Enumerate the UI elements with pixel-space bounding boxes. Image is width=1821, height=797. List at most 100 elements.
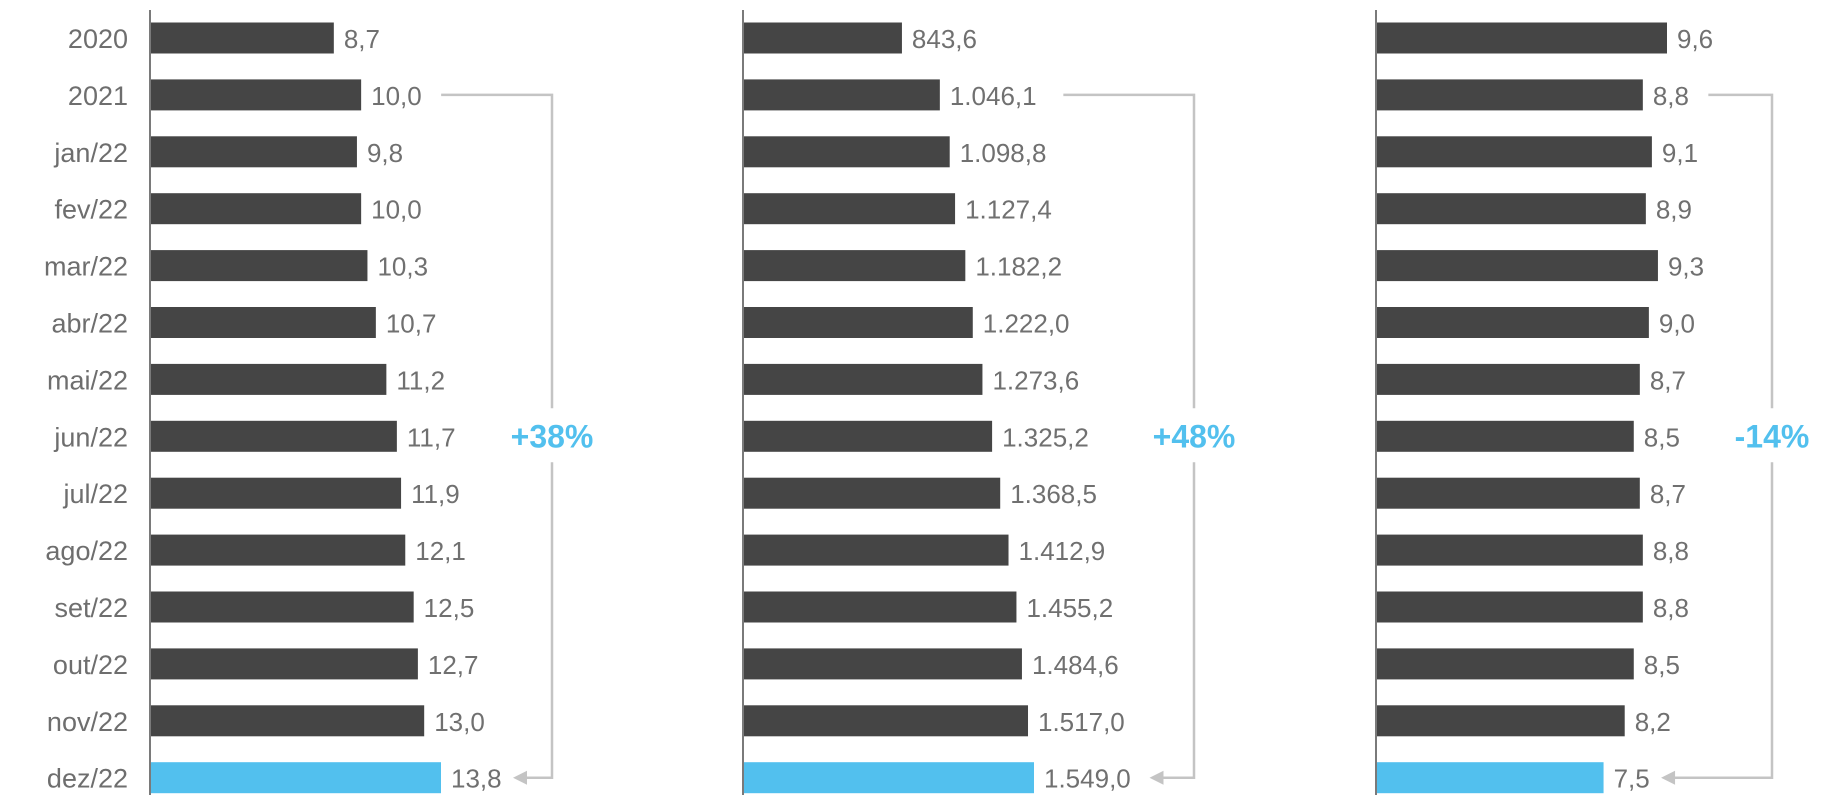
comparison-bracket-top [441, 93, 554, 409]
value-label: 9,1 [1662, 138, 1698, 168]
bar [1377, 420, 1634, 452]
comparison-bracket-bottom [1673, 462, 1774, 779]
value-label: 1.046,1 [950, 81, 1037, 111]
value-label: 11,7 [407, 422, 456, 452]
category-label: 2020 [68, 24, 128, 54]
bar [744, 477, 1001, 509]
bar [1377, 307, 1649, 338]
bar [151, 79, 362, 111]
value-label: 10,0 [371, 81, 422, 111]
value-label: 1.455,2 [1026, 593, 1113, 623]
bar [151, 591, 414, 623]
bar [151, 534, 406, 566]
value-label: 1.222,0 [983, 309, 1070, 339]
value-label: 8,8 [1653, 593, 1689, 623]
bar-highlight [744, 762, 1034, 794]
bar [744, 193, 956, 225]
category-label: jan/22 [53, 138, 128, 168]
bar [744, 136, 950, 168]
comparison-bracket-top [1708, 93, 1774, 409]
value-label: 8,8 [1653, 81, 1689, 111]
comparison-bracket-bottom [1161, 462, 1196, 779]
bar [1377, 193, 1646, 225]
change-label: +48% [1153, 418, 1236, 454]
bar [1377, 79, 1643, 111]
value-label: 1.127,4 [965, 195, 1052, 225]
bar [744, 648, 1022, 680]
bar [1377, 22, 1667, 54]
value-label: 10,0 [371, 195, 422, 225]
bar [744, 307, 973, 338]
value-label: 9,8 [367, 138, 403, 168]
arrow-left-icon [1661, 770, 1676, 785]
category-label: fev/22 [54, 195, 128, 225]
value-label: 11,9 [411, 479, 460, 509]
value-label: 8,7 [1650, 479, 1686, 509]
value-label: 12,7 [428, 650, 479, 680]
value-label: 11,2 [396, 365, 445, 395]
value-label: 8,7 [344, 24, 380, 54]
category-label: set/22 [54, 593, 128, 623]
bar-highlight [151, 762, 441, 794]
arrow-left-icon [1149, 770, 1164, 785]
value-label: 1.182,2 [975, 252, 1062, 282]
bar [744, 591, 1017, 623]
category-label: 2021 [68, 81, 128, 111]
category-label: dez/22 [47, 764, 128, 794]
bar [1377, 591, 1643, 623]
bar [151, 193, 362, 225]
value-label: 1.098,8 [960, 138, 1047, 168]
category-label: out/22 [53, 650, 128, 680]
bar [1377, 250, 1658, 282]
bar [744, 420, 993, 452]
bar [1377, 534, 1643, 566]
value-label: 8,8 [1653, 536, 1689, 566]
value-label: 1.368,5 [1010, 479, 1097, 509]
bar [151, 136, 357, 168]
bar [1377, 136, 1652, 168]
bar [151, 250, 368, 282]
value-label: 1.412,9 [1019, 536, 1106, 566]
bar [151, 420, 397, 452]
value-label: 9,6 [1677, 24, 1713, 54]
value-label: 8,2 [1635, 707, 1671, 737]
value-label: 7,5 [1614, 764, 1650, 794]
bar [744, 250, 966, 282]
value-label: 10,3 [377, 252, 428, 282]
bar [151, 648, 418, 680]
bar [1377, 705, 1625, 737]
value-label: 12,1 [415, 536, 466, 566]
value-label: 1.273,6 [992, 365, 1079, 395]
value-label: 843,6 [912, 24, 977, 54]
chart-panels: 8,7 10,0 9,8 10,0 10,3 10,7 11,2 11,7 11,9 12,1 12… [149, 10, 1810, 795]
value-label: 8,5 [1644, 422, 1680, 452]
value-label: 1.549,0 [1044, 764, 1131, 794]
change-label: -14% [1735, 418, 1810, 454]
category-label: nov/22 [47, 707, 128, 737]
change-label: +38% [511, 418, 594, 454]
value-label: 8,9 [1656, 195, 1692, 225]
value-label: 1.325,2 [1002, 422, 1089, 452]
value-label: 8,5 [1644, 650, 1680, 680]
chart-panel-1: 8,7 10,0 9,8 10,0 10,3 10,7 11,2 11,7 11,9 12,1 12… [149, 10, 594, 795]
category-label: mar/22 [44, 252, 128, 282]
comparison-bracket-bottom [525, 462, 554, 779]
bar [151, 477, 402, 509]
chart-panel-2: 843,6 1.046,1 1.098,8 1.127,4 1.182,2 1.222,0… [742, 10, 1236, 795]
comparison-bracket-top [1063, 93, 1196, 409]
category-label: ago/22 [45, 536, 128, 566]
value-label: 12,5 [424, 593, 475, 623]
value-label: 1.517,0 [1038, 707, 1125, 737]
bar [1377, 648, 1634, 680]
category-label: jul/22 [62, 479, 128, 509]
value-label: 13,8 [451, 764, 502, 794]
category-axis-labels: 2020 2021 jan/22 fev/22 mar/22 abr/22 mai/22 ju… [44, 24, 128, 794]
chart-panel-3: 9,6 8,8 9,1 8,9 9,3 9,0 8,7 8,5 8,7 8,8 8,8 8,5 8,2 7… [1375, 10, 1810, 795]
value-label: 1.484,6 [1032, 650, 1119, 680]
bar [744, 363, 983, 395]
bar [744, 534, 1009, 566]
bar-highlight [1377, 762, 1604, 794]
value-label: 10,7 [386, 309, 437, 339]
category-label: abr/22 [51, 309, 128, 339]
